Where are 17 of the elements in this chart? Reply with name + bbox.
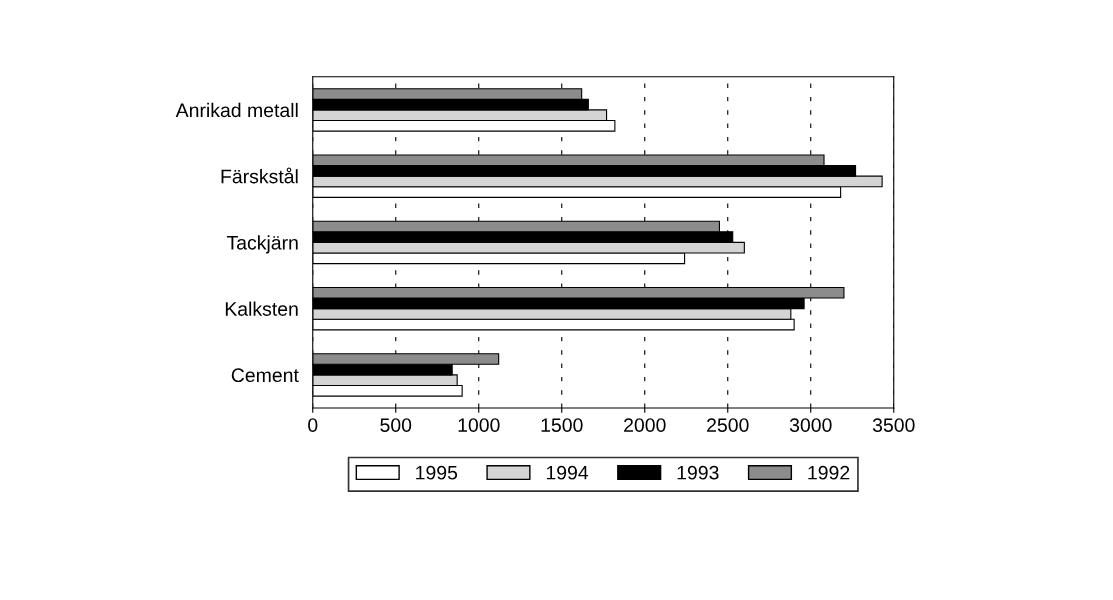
- legend-label: 1993: [677, 465, 719, 480]
- y-tick-label: Färskstål: [221, 167, 298, 184]
- x-tick-label: 3500: [872, 418, 915, 432]
- x-tick-label: 3000: [789, 418, 832, 432]
- x-tick-label: 500: [380, 418, 412, 432]
- legend-label: 1994: [546, 465, 589, 480]
- legend-label: 1995: [416, 465, 458, 480]
- y-tick-label: Cement: [231, 368, 299, 383]
- legend-label: 1992: [808, 465, 850, 480]
- x-tick-label: 0: [308, 418, 318, 432]
- x-tick-label: 2500: [707, 418, 749, 432]
- x-tick-label: 1500: [541, 418, 583, 432]
- x-tick-label: 1000: [458, 418, 500, 432]
- y-tick-label: Anrikad metall: [175, 102, 298, 118]
- y-tick-label: Kalksten: [225, 301, 298, 316]
- x-tick-label: 2000: [624, 418, 666, 432]
- y-tick-label: Tackjärn: [226, 235, 298, 254]
